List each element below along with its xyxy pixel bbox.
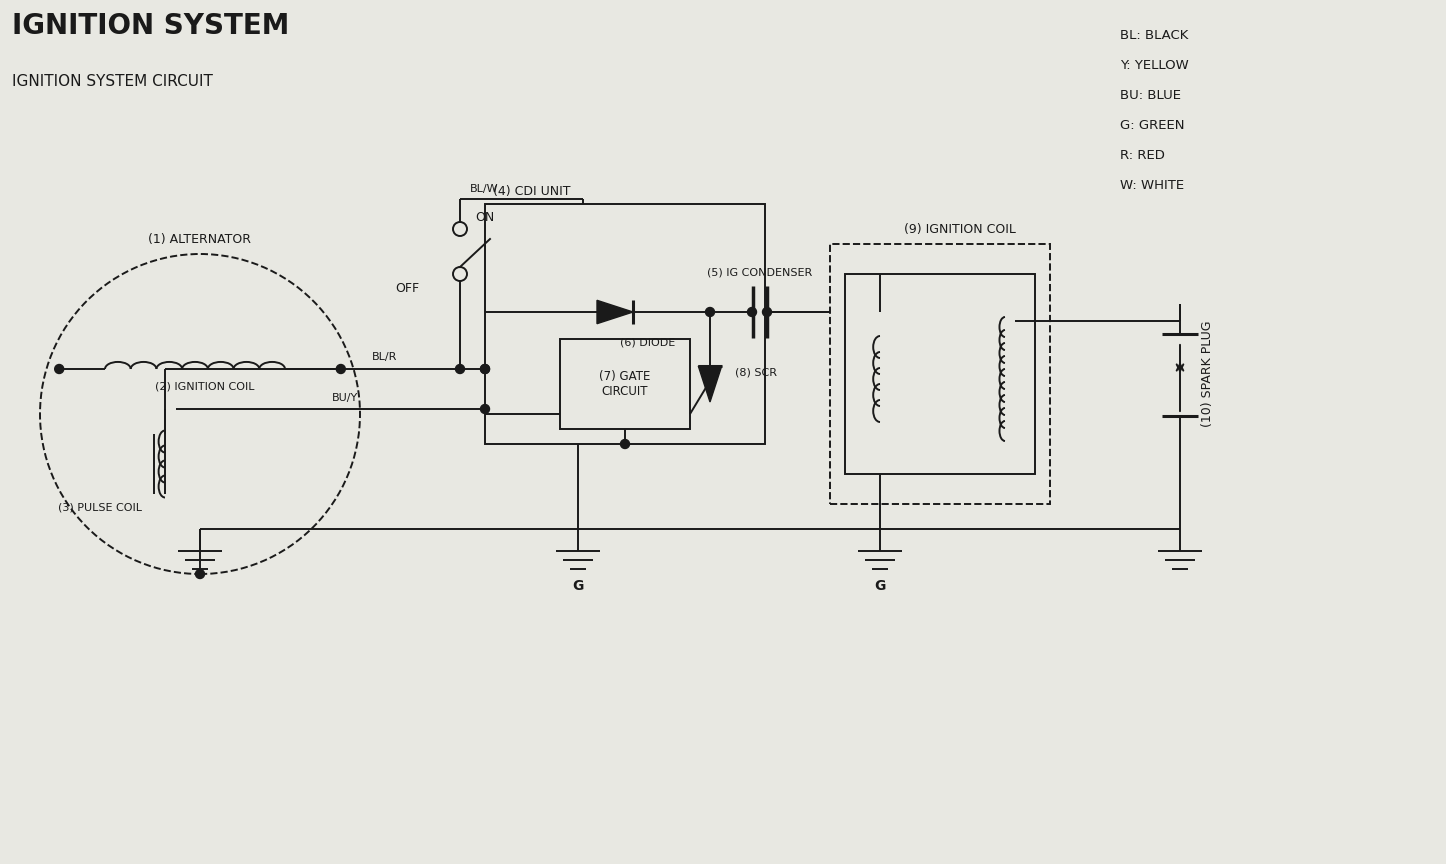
Polygon shape [597, 301, 633, 324]
Text: W: WHITE: W: WHITE [1121, 179, 1184, 192]
Polygon shape [698, 366, 722, 402]
Circle shape [480, 404, 490, 414]
Circle shape [762, 308, 772, 316]
Text: BL/W: BL/W [470, 184, 499, 194]
Bar [844, 274, 1035, 474]
Circle shape [480, 365, 490, 373]
Text: (2) IGNITION COIL: (2) IGNITION COIL [155, 381, 254, 391]
Text: (3) PULSE COIL: (3) PULSE COIL [58, 502, 142, 512]
Circle shape [748, 308, 756, 316]
Bar [484, 204, 765, 444]
Text: BU: BLUE: BU: BLUE [1121, 89, 1181, 102]
Circle shape [195, 569, 204, 579]
Text: G: G [573, 579, 584, 593]
Text: Y: YELLOW: Y: YELLOW [1121, 59, 1189, 72]
Text: (10) SPARK PLUG: (10) SPARK PLUG [1202, 321, 1215, 428]
Text: OFF: OFF [395, 282, 419, 295]
Text: G: GREEN: G: GREEN [1121, 119, 1184, 132]
Text: (1) ALTERNATOR: (1) ALTERNATOR [149, 233, 252, 246]
Text: (8) SCR: (8) SCR [735, 367, 777, 377]
Text: IGNITION SYSTEM: IGNITION SYSTEM [12, 12, 289, 40]
Text: (4) CDI UNIT: (4) CDI UNIT [493, 185, 571, 198]
Text: BL: BLACK: BL: BLACK [1121, 29, 1189, 42]
Text: G: G [875, 579, 886, 593]
Text: (6) DIODE: (6) DIODE [620, 337, 675, 347]
Bar [830, 244, 1050, 504]
Bar [560, 339, 690, 429]
Circle shape [480, 365, 490, 373]
Text: BU/Y: BU/Y [333, 393, 359, 403]
Circle shape [620, 440, 629, 448]
Text: IGNITION SYSTEM CIRCUIT: IGNITION SYSTEM CIRCUIT [12, 74, 213, 89]
Circle shape [55, 365, 64, 373]
Circle shape [337, 365, 346, 373]
Text: R: RED: R: RED [1121, 149, 1165, 162]
Text: (5) IG CONDENSER: (5) IG CONDENSER [707, 267, 813, 277]
Text: (7) GATE
CIRCUIT: (7) GATE CIRCUIT [599, 370, 651, 398]
Text: BL/R: BL/R [372, 352, 398, 362]
Circle shape [455, 365, 464, 373]
Text: ON: ON [474, 211, 495, 224]
Text: (9) IGNITION COIL: (9) IGNITION COIL [904, 223, 1017, 236]
Circle shape [706, 308, 714, 316]
